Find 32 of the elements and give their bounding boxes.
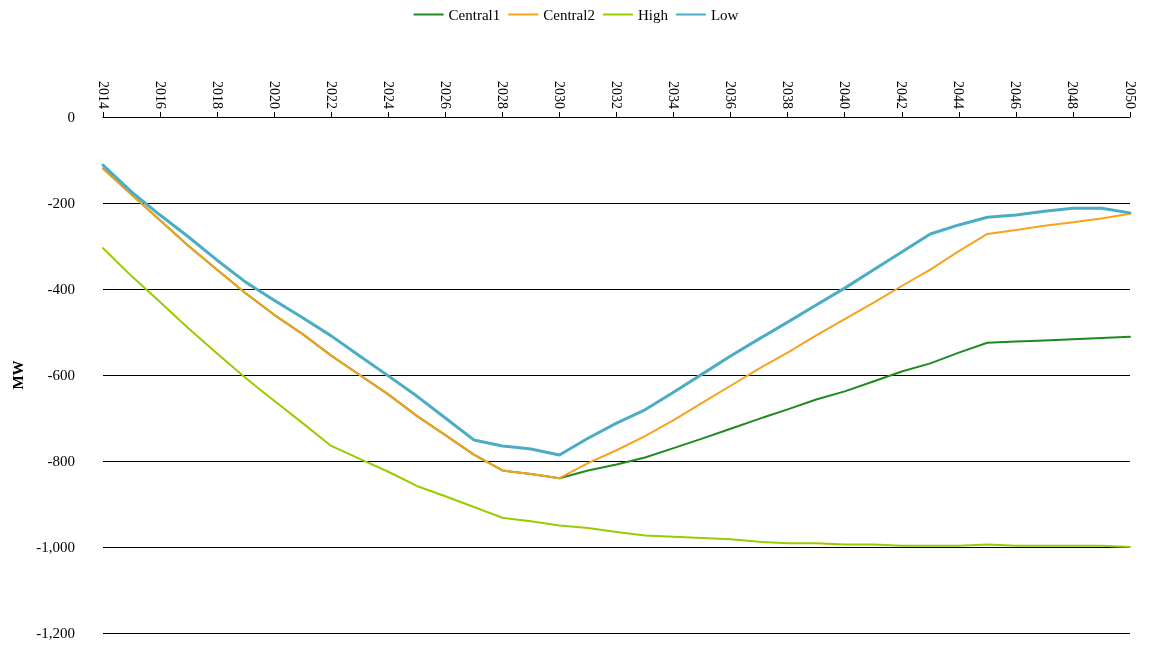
x-tick-label: 2028: [494, 81, 510, 109]
x-tick-label: 2034: [666, 81, 682, 109]
x-tick-label: 2040: [837, 81, 853, 109]
y-axis-title: MW: [9, 360, 26, 390]
x-tick-label: 2024: [380, 81, 396, 109]
line-series: [102, 247, 1131, 548]
x-tick-label: 2030: [551, 81, 567, 109]
y-tick-label: -1,200: [36, 625, 75, 641]
y-tick-label: -1,000: [36, 539, 75, 555]
x-tick-label: 2032: [609, 81, 624, 109]
x-tick-label: 2048: [1065, 81, 1081, 109]
legend-label: Low: [710, 6, 739, 23]
x-tick-label: 2022: [323, 81, 339, 109]
x-tick-label: 2014: [95, 81, 111, 109]
y-tick-label: -400: [47, 281, 75, 297]
x-tick-label: 2038: [780, 81, 796, 109]
y-tick-label: 0: [67, 109, 75, 125]
x-tick-label: 2050: [1122, 81, 1138, 109]
x-tick-label: 2026: [437, 81, 453, 109]
legend-label: Central1: [448, 6, 501, 23]
legend-label: Central2: [543, 6, 595, 23]
x-tick-label: 2036: [723, 81, 739, 109]
y-tick-label: -800: [47, 453, 75, 469]
y-tick-label: -600: [47, 367, 75, 383]
y-tick-label: -200: [47, 195, 75, 211]
legend-label: High: [637, 6, 669, 23]
x-tick-label: 2044: [951, 81, 967, 109]
x-tick-label: 2046: [1008, 81, 1024, 109]
x-tick-label: 2042: [894, 81, 910, 109]
x-tick-label: 2016: [152, 81, 168, 109]
x-tick-label: 2020: [266, 81, 282, 109]
x-tick-label: 2018: [209, 81, 225, 109]
